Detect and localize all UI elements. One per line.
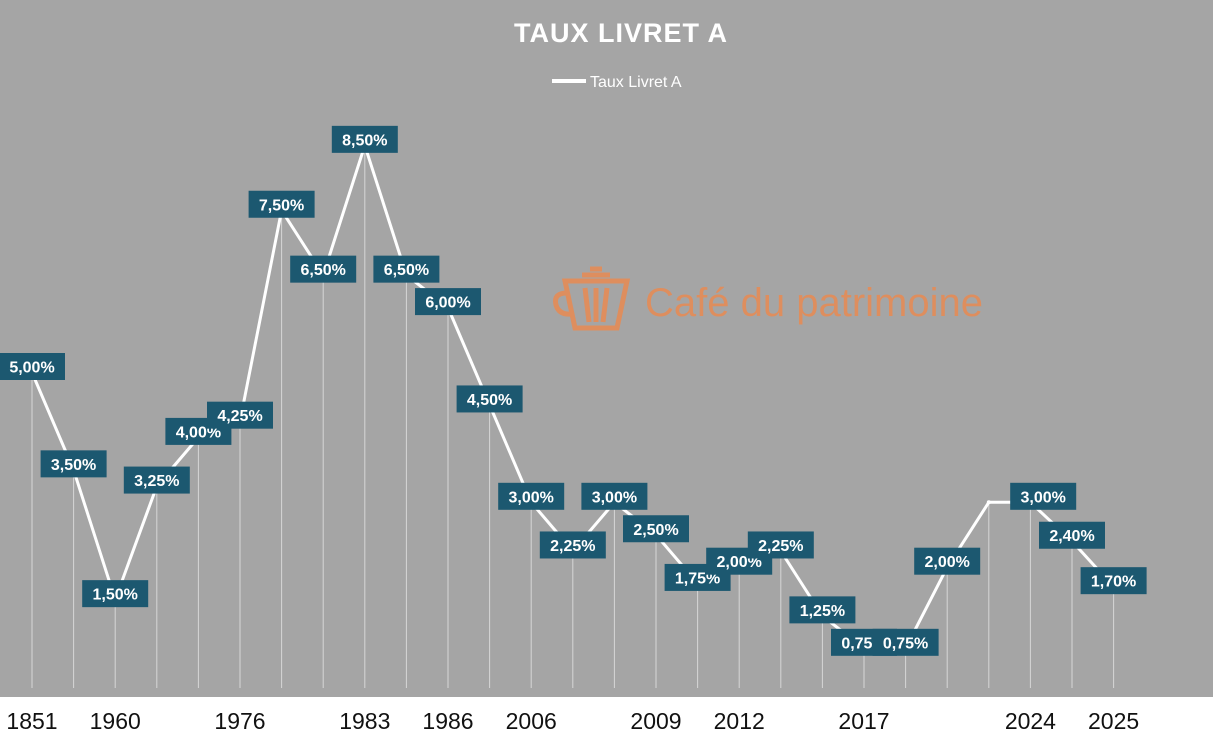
x-tick-label: 2009 — [630, 708, 681, 734]
data-label-text: 6,50% — [301, 262, 346, 279]
data-label-text: 2,50% — [633, 522, 678, 539]
vertical-guides — [31, 145, 1115, 688]
data-label-text: 8,50% — [342, 132, 387, 149]
x-tick-labels: 1851 1960 1976 1983 1986 2006 2009 2012 2017 2024… — [6, 708, 1139, 734]
x-tick-label: 1983 — [339, 708, 390, 734]
x-tick-label: 1960 — [90, 708, 141, 734]
data-label: 2,25% — [747, 531, 814, 559]
data-label: 1,50% — [82, 580, 149, 608]
data-label-text: 2,25% — [758, 538, 803, 555]
data-label-text: 1,50% — [93, 587, 138, 604]
x-tick-label: 2025 — [1088, 708, 1139, 734]
data-label-box — [331, 125, 398, 153]
data-label: 8,50% — [331, 125, 398, 153]
x-tick-label: 1976 — [214, 708, 265, 734]
data-label: 4,25% — [207, 401, 273, 429]
data-label-box — [415, 288, 481, 316]
x-tick-label: 1851 — [6, 708, 57, 734]
axis-band — [0, 697, 1213, 746]
data-label-box — [498, 482, 565, 510]
data-label-text: 7,50% — [259, 197, 304, 214]
data-label-box — [123, 466, 190, 494]
data-label-text: 6,00% — [425, 295, 470, 312]
data-label-box — [456, 385, 523, 413]
data-label-text: 4,25% — [217, 408, 262, 425]
data-label-text: 2,00% — [925, 554, 970, 571]
data-label: 3,00% — [581, 482, 648, 510]
data-label: 0,75% — [872, 628, 939, 656]
data-label-box — [581, 482, 648, 510]
data-label-box — [1080, 567, 1147, 595]
data-label-box — [789, 596, 856, 624]
legend: Taux Livret A — [552, 74, 682, 91]
data-label-box — [207, 401, 273, 429]
data-label: 1,25% — [789, 596, 856, 624]
data-label: 2,00% — [914, 547, 981, 575]
data-label: 4,50% — [456, 385, 523, 413]
x-tick-label: 2006 — [506, 708, 557, 734]
data-label-text: 2,25% — [550, 538, 595, 555]
data-label-text: 3,25% — [134, 473, 179, 490]
data-label-box — [373, 255, 440, 283]
data-label-text: 6,50% — [384, 262, 429, 279]
x-tick-label: 2017 — [838, 708, 889, 734]
data-label-box — [40, 450, 107, 478]
data-label-box — [539, 531, 606, 559]
x-tick-label: 2024 — [1005, 708, 1056, 734]
data-label-text: 2,40% — [1049, 528, 1094, 545]
data-labels-group: 5,00%3,50%1,50%3,25%4,00%4,25%7,50%6,50%… — [0, 125, 1147, 656]
data-label-box — [248, 190, 315, 218]
data-label: 2,40% — [1039, 521, 1105, 549]
data-label-box — [914, 547, 981, 575]
data-label-text: 3,00% — [592, 489, 637, 506]
data-label-text: 0,75% — [883, 635, 928, 652]
data-label: 6,50% — [373, 255, 440, 283]
data-label-text: 1,25% — [800, 603, 845, 620]
data-label: 3,50% — [40, 450, 107, 478]
data-label-box — [623, 515, 689, 543]
data-label: 1,70% — [1080, 567, 1147, 595]
data-label: 2,25% — [539, 531, 606, 559]
data-label-box — [0, 353, 65, 380]
data-label-box — [1010, 482, 1077, 510]
data-label: 7,50% — [248, 190, 315, 218]
x-tick-label: 2012 — [714, 708, 765, 734]
data-label-box — [872, 628, 939, 656]
coffee-cup-icon — [553, 266, 631, 331]
data-label-box — [1039, 521, 1105, 549]
data-label-text: 5,00% — [9, 360, 54, 377]
data-label: 6,50% — [290, 255, 357, 283]
data-label: 6,00% — [415, 288, 481, 316]
legend-entry: Taux Livret A — [590, 74, 682, 91]
data-label-text: 3,00% — [509, 489, 554, 506]
data-label-text: 3,50% — [51, 457, 96, 474]
data-label: 3,25% — [123, 466, 190, 494]
data-point — [986, 500, 991, 505]
chart-title: TAUX LIVRET A — [514, 18, 728, 48]
data-label: 5,00% — [0, 353, 65, 380]
data-label: 3,00% — [498, 482, 565, 510]
plot-background — [0, 0, 1213, 697]
data-label-text: 3,00% — [1021, 489, 1066, 506]
data-label-box — [747, 531, 814, 559]
x-tick-label: 1986 — [422, 708, 473, 734]
data-label: 2,50% — [623, 515, 689, 543]
watermark-text: Café du patrimoine — [645, 281, 983, 325]
data-label-text: 1,70% — [1091, 574, 1136, 591]
data-label-box — [290, 255, 357, 283]
data-label-text: 4,50% — [467, 392, 512, 409]
data-label: 3,00% — [1010, 482, 1077, 510]
watermark: Café du patrimoine — [553, 266, 983, 331]
data-label-box — [82, 580, 149, 608]
